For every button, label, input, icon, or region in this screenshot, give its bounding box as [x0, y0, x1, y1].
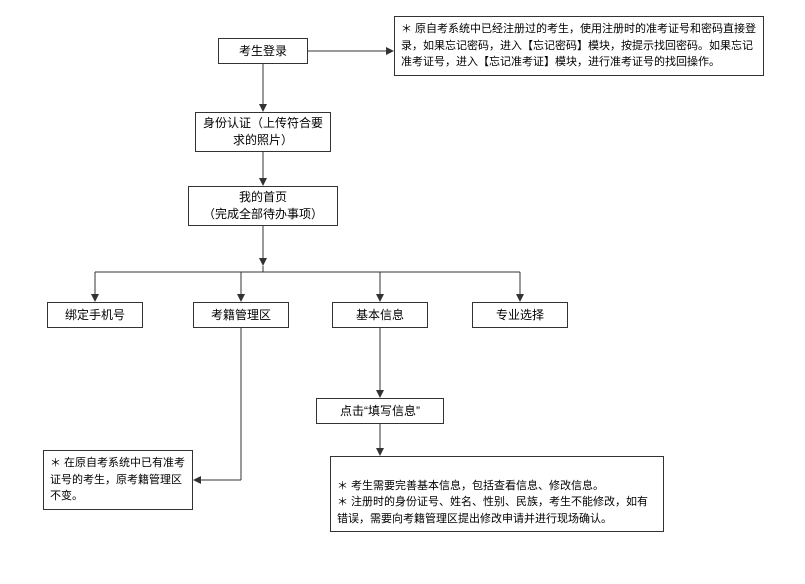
note-fill: ＊ 考生需要完善基本信息，包括查看信息、修改信息。 ＊ 注册时的身份证号、姓名、… — [330, 456, 664, 532]
node-label: 基本信息 — [356, 307, 404, 324]
node-label: 绑定手机号 — [65, 307, 125, 324]
node-fill-info: 点击“填写信息” — [316, 398, 444, 424]
node-major: 专业选择 — [472, 302, 568, 328]
node-label: 专业选择 — [496, 307, 544, 324]
node-label: 身份认证（上传符合要 求的照片） — [203, 115, 323, 149]
node-exam-mgmt: 考籍管理区 — [193, 302, 289, 328]
node-label: 考生登录 — [239, 43, 287, 60]
node-home: 我的首页 （完成全部待办事项） — [188, 186, 338, 226]
node-auth: 身份认证（上传符合要 求的照片） — [195, 112, 331, 152]
node-label: 考籍管理区 — [211, 307, 271, 324]
node-login: 考生登录 — [218, 38, 308, 64]
node-label: 点击“填写信息” — [340, 403, 420, 420]
node-bind-phone: 绑定手机号 — [47, 302, 143, 328]
node-basic-info: 基本信息 — [332, 302, 428, 328]
note-text: ＊ 考生需要完善基本信息，包括查看信息、修改信息。 ＊ 注册时的身份证号、姓名、… — [337, 480, 648, 525]
note-login: ＊ 原自考系统中已经注册过的考生，使用注册时的准考证号和密码直接登录，如果忘记密… — [394, 16, 764, 76]
note-exam: ＊ 在原自考系统中已有准考证号的考生，原考籍管理区不变。 — [43, 450, 193, 510]
node-label: 我的首页 （完成全部待办事项） — [203, 189, 323, 223]
note-text: ＊ 在原自考系统中已有准考证号的考生，原考籍管理区不变。 — [50, 457, 185, 502]
note-text: ＊ 原自考系统中已经注册过的考生，使用注册时的准考证号和密码直接登录，如果忘记密… — [401, 23, 756, 68]
